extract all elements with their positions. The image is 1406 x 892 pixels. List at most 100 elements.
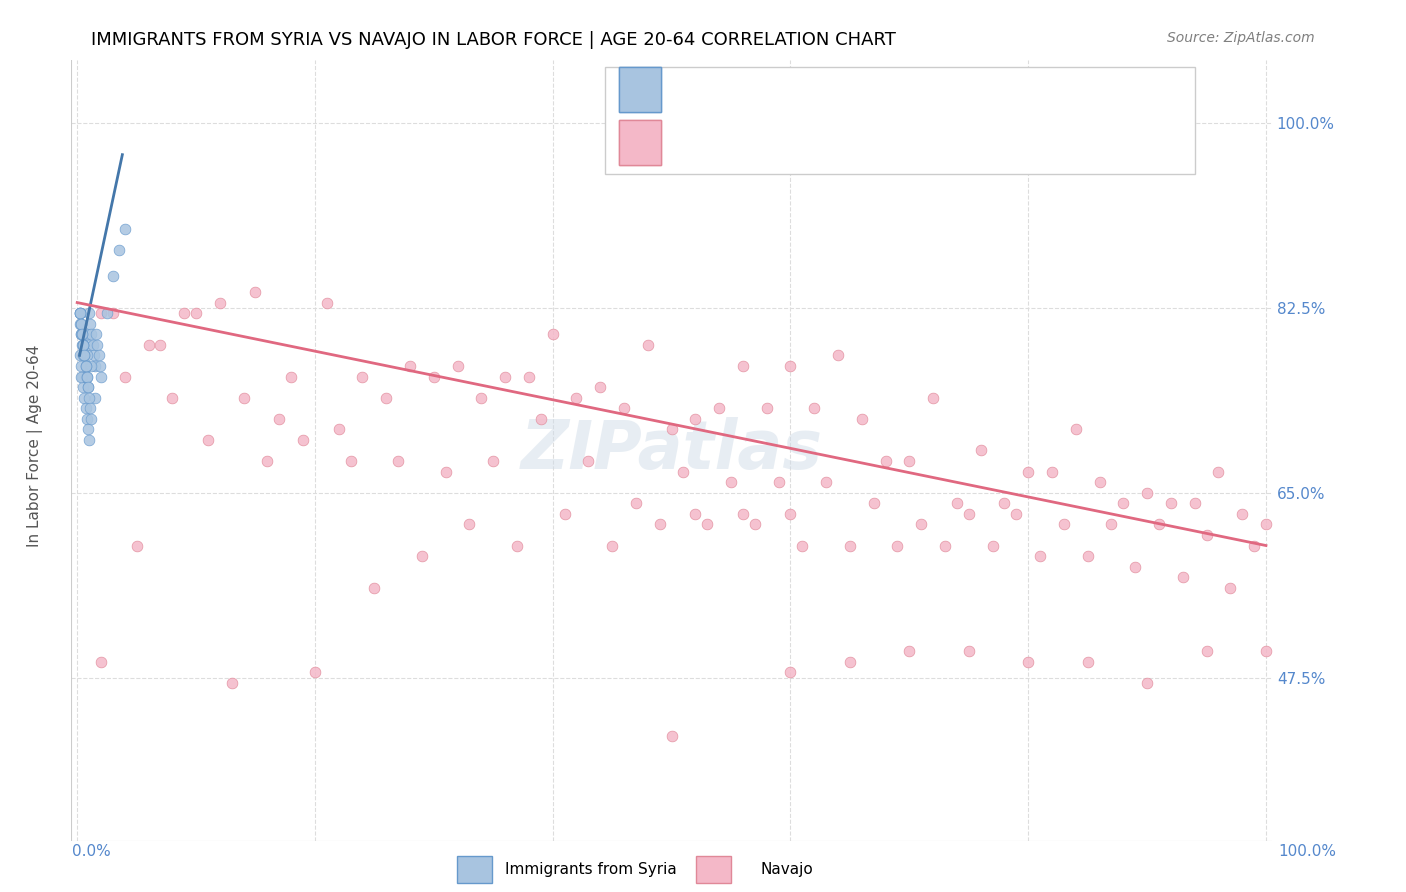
Point xyxy=(184,306,207,320)
Point xyxy=(1017,655,1039,669)
Point xyxy=(84,327,107,342)
Point xyxy=(72,348,94,362)
Point xyxy=(875,454,897,468)
Point xyxy=(779,507,801,521)
Point xyxy=(72,338,94,352)
Point xyxy=(69,348,91,362)
Point xyxy=(554,507,576,521)
Point xyxy=(76,411,98,425)
Point xyxy=(69,306,91,320)
Point xyxy=(1136,676,1159,690)
Point xyxy=(458,517,481,532)
Point xyxy=(838,539,860,553)
Point xyxy=(399,359,422,373)
Point xyxy=(69,306,91,320)
Point xyxy=(114,369,136,384)
Point xyxy=(69,369,91,384)
Point xyxy=(803,401,825,416)
Point xyxy=(101,269,124,284)
Point xyxy=(1088,475,1111,490)
Point xyxy=(77,338,100,352)
Point xyxy=(755,401,778,416)
Point xyxy=(768,475,790,490)
Point xyxy=(731,507,754,521)
Point xyxy=(1112,496,1135,510)
Point xyxy=(232,391,254,405)
Point xyxy=(648,517,671,532)
Point xyxy=(69,317,91,331)
Point xyxy=(90,369,112,384)
Point xyxy=(79,401,101,416)
Point xyxy=(613,401,636,416)
Point xyxy=(77,306,100,320)
Point xyxy=(1208,465,1230,479)
Point xyxy=(197,433,219,447)
Point xyxy=(84,391,107,405)
Point xyxy=(72,338,94,352)
Point xyxy=(482,454,505,468)
Point xyxy=(70,327,93,342)
Point xyxy=(73,348,96,362)
Point xyxy=(1077,655,1099,669)
Point xyxy=(779,665,801,680)
Point xyxy=(696,517,718,532)
Point xyxy=(910,517,932,532)
Point xyxy=(1254,517,1277,532)
Point xyxy=(1077,549,1099,563)
Point xyxy=(1195,528,1218,542)
Point xyxy=(208,295,231,310)
Point xyxy=(1147,517,1170,532)
Point xyxy=(661,422,683,436)
Point xyxy=(69,327,91,342)
Text: R = -0.507    N = 116: R = -0.507 N = 116 xyxy=(675,136,866,150)
Point xyxy=(375,391,398,405)
Point xyxy=(82,338,104,352)
Point xyxy=(76,369,98,384)
Point xyxy=(576,454,599,468)
Point xyxy=(744,517,766,532)
Point xyxy=(1171,570,1194,584)
Point xyxy=(77,380,100,394)
Text: IMMIGRANTS FROM SYRIA VS NAVAJO IN LABOR FORCE | AGE 20-64 CORRELATION CHART: IMMIGRANTS FROM SYRIA VS NAVAJO IN LABOR… xyxy=(91,31,896,49)
Point xyxy=(292,433,315,447)
Point xyxy=(315,295,337,310)
Text: ZIPatlas: ZIPatlas xyxy=(520,417,823,483)
Point xyxy=(506,539,529,553)
Point xyxy=(993,496,1015,510)
Point xyxy=(957,507,980,521)
Point xyxy=(411,549,433,563)
Point xyxy=(1017,465,1039,479)
Point xyxy=(87,348,110,362)
Point xyxy=(685,507,707,521)
Point xyxy=(517,369,540,384)
Point xyxy=(637,338,659,352)
Point xyxy=(73,391,96,405)
Point xyxy=(80,411,103,425)
Point xyxy=(470,391,492,405)
Point xyxy=(1136,485,1159,500)
Point xyxy=(1053,517,1076,532)
Point xyxy=(75,359,97,373)
Point xyxy=(162,391,184,405)
Point xyxy=(720,475,742,490)
Point xyxy=(89,359,111,373)
Point xyxy=(76,369,98,384)
Point xyxy=(76,327,98,342)
Point xyxy=(685,411,707,425)
Point xyxy=(530,411,553,425)
Point xyxy=(107,243,129,257)
Point xyxy=(1005,507,1028,521)
Point xyxy=(946,496,969,510)
Point xyxy=(707,401,730,416)
Point xyxy=(494,369,516,384)
Point xyxy=(149,338,172,352)
Point xyxy=(90,306,112,320)
Point xyxy=(541,327,564,342)
Point xyxy=(77,380,100,394)
Point xyxy=(79,317,101,331)
Point xyxy=(75,359,97,373)
Point xyxy=(69,317,91,331)
Text: R =   0.513    N =   62: R = 0.513 N = 62 xyxy=(675,82,884,96)
Point xyxy=(339,454,361,468)
Point xyxy=(72,380,94,394)
